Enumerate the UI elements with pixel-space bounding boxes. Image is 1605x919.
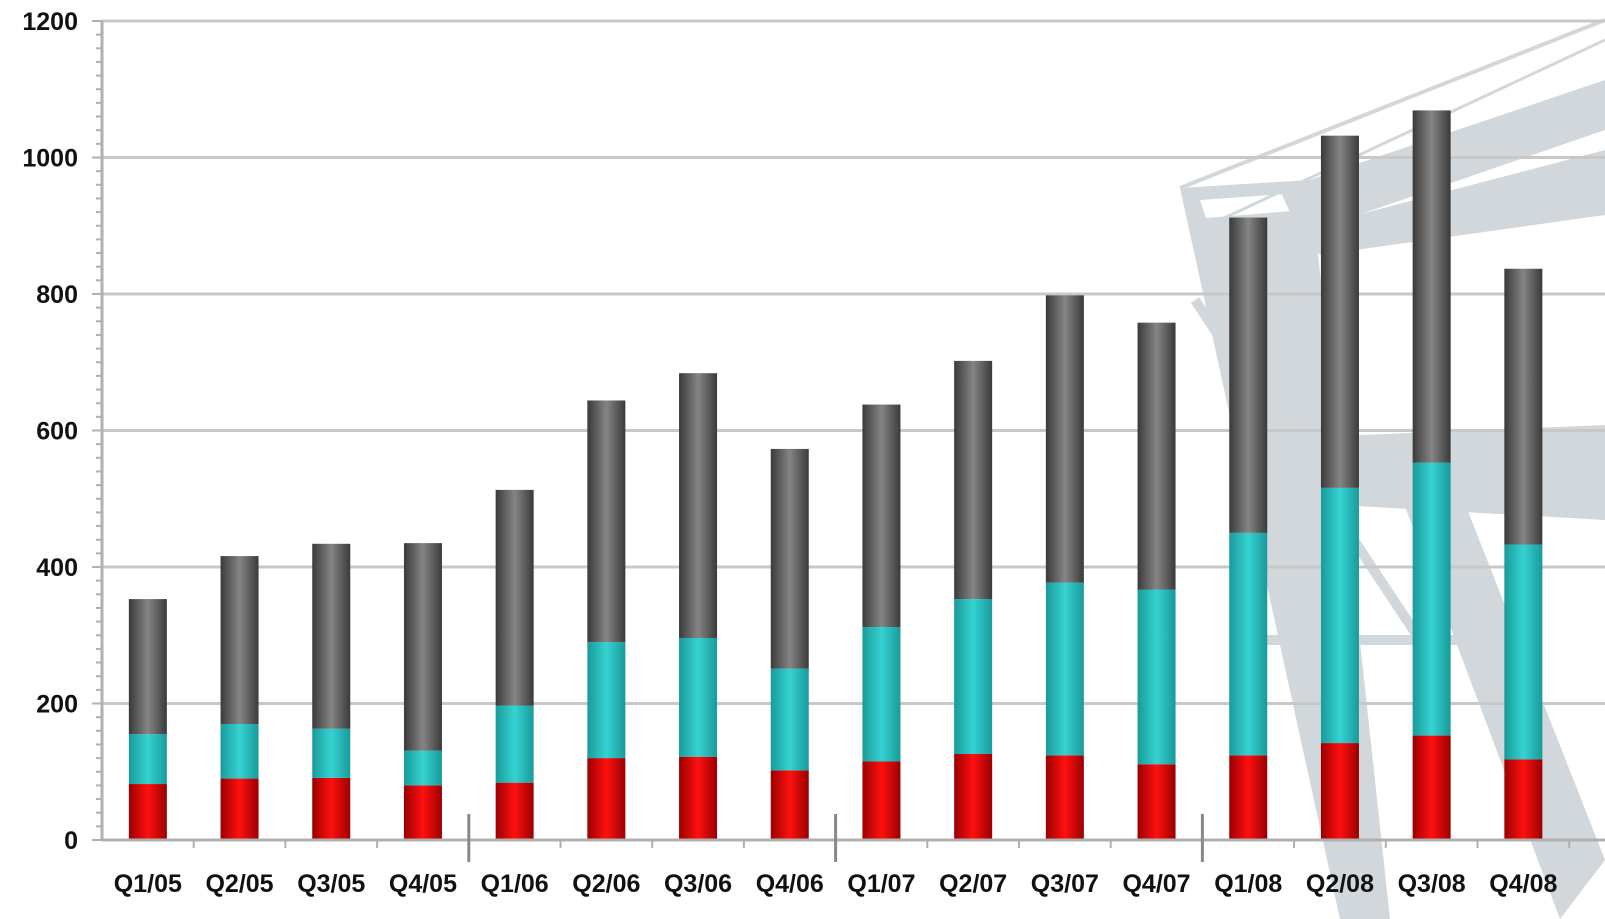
bar-segment-1-Q2-07 xyxy=(954,599,993,755)
bar-segment-2-Q3-07 xyxy=(1045,295,1084,583)
bar-segment-2-Q4-05 xyxy=(403,543,442,751)
bar-segment-2-Q2-08 xyxy=(1320,135,1359,488)
bar-segment-1-Q3-06 xyxy=(679,637,718,757)
bar-segment-2-Q3-05 xyxy=(312,543,351,729)
y-tick-label: 200 xyxy=(36,691,78,719)
bar-segment-0-Q2-07 xyxy=(954,754,993,840)
bar-segment-2-Q4-06 xyxy=(770,448,809,669)
bar-segment-0-Q2-06 xyxy=(587,758,626,840)
bar-segment-0-Q4-06 xyxy=(770,770,809,840)
x-tick-label: Q4/07 xyxy=(1122,870,1190,898)
bar-segment-2-Q2-05 xyxy=(220,556,259,724)
x-tick-label: Q4/05 xyxy=(389,870,457,898)
bar-segment-0-Q3-07 xyxy=(1045,755,1084,840)
bar-segment-2-Q2-07 xyxy=(954,360,993,600)
bar-segment-0-Q4-07 xyxy=(1137,764,1176,840)
bar-segment-0-Q1-06 xyxy=(495,782,534,840)
bar-segment-2-Q2-06 xyxy=(587,400,626,643)
bar-segment-2-Q1-07 xyxy=(862,404,901,628)
y-tick-label: 800 xyxy=(36,281,78,309)
bar-segment-0-Q1-07 xyxy=(862,761,901,840)
x-tick-label: Q3/06 xyxy=(664,870,732,898)
bar-segment-2-Q1-05 xyxy=(128,599,167,735)
x-tick-label: Q1/07 xyxy=(847,870,915,898)
x-tick-label: Q4/08 xyxy=(1489,870,1557,898)
x-tick-label: Q3/05 xyxy=(297,870,365,898)
x-tick-label: Q2/05 xyxy=(205,870,273,898)
y-axis-ticks: 0 200 400 600 800 1000 1200 xyxy=(22,8,78,855)
y-tick-label: 1000 xyxy=(22,145,78,173)
x-tick-label: Q1/08 xyxy=(1214,870,1282,898)
y-tick-label: 1200 xyxy=(22,8,78,36)
x-tick-label: Q4/06 xyxy=(756,870,824,898)
x-tick-label: Q3/07 xyxy=(1031,870,1099,898)
bar-segment-1-Q3-05 xyxy=(312,728,351,778)
bar-segment-0-Q3-06 xyxy=(679,756,718,840)
bar-segment-1-Q4-06 xyxy=(770,668,809,771)
bar-segment-2-Q1-08 xyxy=(1229,217,1268,533)
bar-segment-2-Q3-06 xyxy=(679,373,718,638)
y-tick-label: 400 xyxy=(36,554,78,582)
bar-segment-0-Q1-05 xyxy=(128,784,167,840)
bar-segment-0-Q1-08 xyxy=(1229,755,1268,840)
bar-segment-1-Q1-08 xyxy=(1229,532,1268,756)
bar-segment-1-Q4-05 xyxy=(403,750,442,786)
bar-segment-0-Q4-05 xyxy=(403,785,442,840)
axes xyxy=(92,20,1605,862)
bar-segment-1-Q3-08 xyxy=(1412,462,1451,736)
bar-segment-1-Q1-06 xyxy=(495,705,534,783)
bar-segment-1-Q2-06 xyxy=(587,642,626,759)
x-axis-ticks: Q1/05 Q2/05 Q3/05 Q4/05 Q1/06 Q2/06 Q3/06 Q4/06… xyxy=(114,870,1558,898)
bar-segment-2-Q4-08 xyxy=(1504,268,1543,545)
bar-segment-0-Q2-05 xyxy=(220,778,259,840)
bar-segment-1-Q1-07 xyxy=(862,627,901,762)
bar-segment-1-Q2-05 xyxy=(220,723,259,779)
x-tick-label: Q1/05 xyxy=(114,870,182,898)
bar-segment-1-Q4-07 xyxy=(1137,589,1176,765)
x-tick-label: Q2/06 xyxy=(572,870,640,898)
bar-segment-1-Q4-08 xyxy=(1504,544,1543,760)
bar-segment-0-Q4-08 xyxy=(1504,759,1543,840)
bar-segment-2-Q1-06 xyxy=(495,489,534,706)
x-tick-label: Q2/07 xyxy=(939,870,1007,898)
bar-segment-1-Q1-05 xyxy=(128,734,167,785)
x-tick-label: Q1/06 xyxy=(481,870,549,898)
bar-segment-1-Q3-07 xyxy=(1045,582,1084,756)
x-tick-label: Q3/08 xyxy=(1398,870,1466,898)
bar-segment-2-Q4-07 xyxy=(1137,322,1176,590)
x-tick-label: Q2/08 xyxy=(1306,870,1374,898)
bar-segment-0-Q3-05 xyxy=(312,777,351,840)
bar-segment-0-Q3-08 xyxy=(1412,735,1451,840)
bar-segment-0-Q2-08 xyxy=(1320,743,1359,840)
bars-layer xyxy=(128,110,1543,840)
bar-segment-2-Q3-08 xyxy=(1412,110,1451,463)
bar-segment-1-Q2-08 xyxy=(1320,487,1359,744)
y-tick-label: 0 xyxy=(64,827,78,855)
y-tick-label: 600 xyxy=(36,418,78,446)
